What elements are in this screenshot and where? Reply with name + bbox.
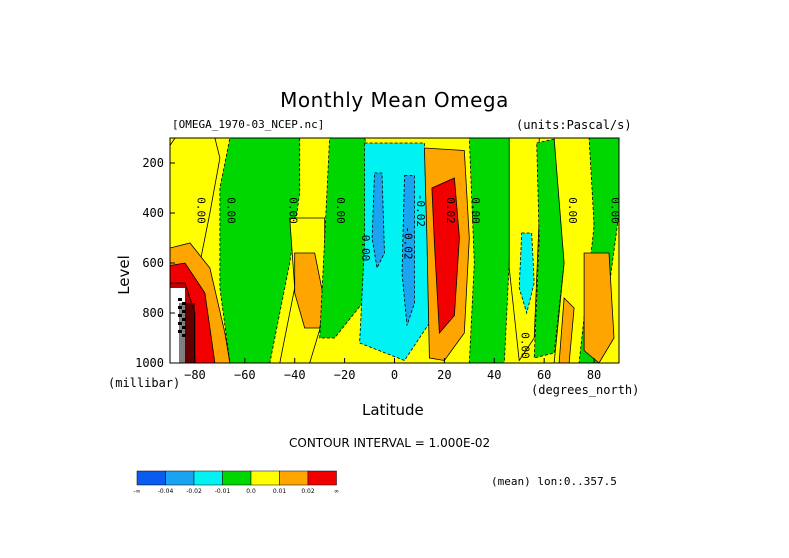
contour-label: 0.00: [287, 197, 300, 224]
x-tick-label: −80: [184, 368, 206, 382]
contour-region-1: [219, 138, 301, 363]
mean-note: (mean) lon:0..357.5: [491, 475, 617, 488]
missing-data-mark: [178, 298, 182, 301]
x-tick-label: −60: [234, 368, 256, 382]
contour-region-13: [518, 232, 535, 315]
y-tick-label: 200: [142, 156, 164, 170]
y-tick-label: 800: [142, 306, 164, 320]
file-name: [OMEGA_1970-03_NCEP.nc]: [172, 118, 325, 131]
x-tick-label: −40: [284, 368, 306, 382]
y-axis-label: Level: [114, 255, 133, 295]
colorbar-label: -0.04: [158, 488, 174, 495]
colorbar-label: ∞: [334, 488, 339, 495]
plot-area: 0.00 0.00 0.00 0.00 0.00 -0.02-0.02 0.02 0.00 0.…: [170, 138, 622, 363]
contour-region-12: [533, 138, 565, 359]
contour-region-17: [583, 252, 615, 363]
x-axis-label: Latitude: [362, 401, 424, 419]
contour-label: 0.00: [609, 197, 622, 224]
x-tick-label: 40: [487, 368, 501, 382]
contour-region-9: [431, 177, 460, 335]
contour-label: 0.00: [194, 197, 207, 224]
contour-region-6: [371, 172, 385, 270]
x-axis-units: (degrees_north): [531, 383, 640, 397]
colorbar-swatch: [222, 470, 252, 486]
colorbar-swatch: [250, 470, 280, 486]
missing-data-area: [170, 288, 185, 363]
y-axis-units: (millibar): [108, 376, 181, 390]
colorbar-swatch: [136, 470, 166, 486]
colorbar-label: 0.0: [246, 488, 256, 495]
contour-label: 0.00: [469, 197, 482, 224]
contour-label: 0.00: [519, 332, 532, 359]
colorbar-swatch: [165, 470, 195, 486]
y-tick-label: 600: [142, 256, 164, 270]
colorbar-label: 0.02: [301, 488, 315, 495]
contour-label: 0.00: [359, 235, 372, 262]
contour-label: 0.02: [444, 197, 457, 224]
units-label: (units:Pascal/s): [516, 118, 632, 132]
colorbar-label: -0.02: [186, 488, 202, 495]
contour-region-16: [558, 297, 575, 363]
colorbar-label: -∞: [133, 488, 140, 495]
contour-label: 0.00: [334, 197, 347, 224]
contour-label: -0.02: [414, 194, 427, 227]
chart-title: Monthly Mean Omega: [280, 88, 509, 112]
colorbar-swatch: [307, 470, 337, 486]
contour-label: -0.02: [401, 226, 414, 259]
contour-interval: CONTOUR INTERVAL = 1.000E-02: [289, 436, 491, 450]
contour-label: 0.00: [566, 197, 579, 224]
colorbar-swatch: [279, 470, 309, 486]
x-tick-label: 60: [537, 368, 551, 382]
contour-region-7: [401, 175, 415, 326]
colorbar-swatch: [193, 470, 223, 486]
x-tick-label: 20: [437, 368, 451, 382]
x-tick-label: −20: [334, 368, 356, 382]
colorbar-label: 0.01: [273, 488, 287, 495]
y-tick-label: 1000: [135, 356, 164, 370]
y-tick-label: 400: [142, 206, 164, 220]
contour-region-3: [294, 252, 326, 329]
contour-label: 0.00: [224, 197, 237, 224]
x-tick-label: 0: [391, 368, 398, 382]
colorbar-label: -0.01: [215, 488, 231, 495]
x-tick-label: 80: [587, 368, 601, 382]
